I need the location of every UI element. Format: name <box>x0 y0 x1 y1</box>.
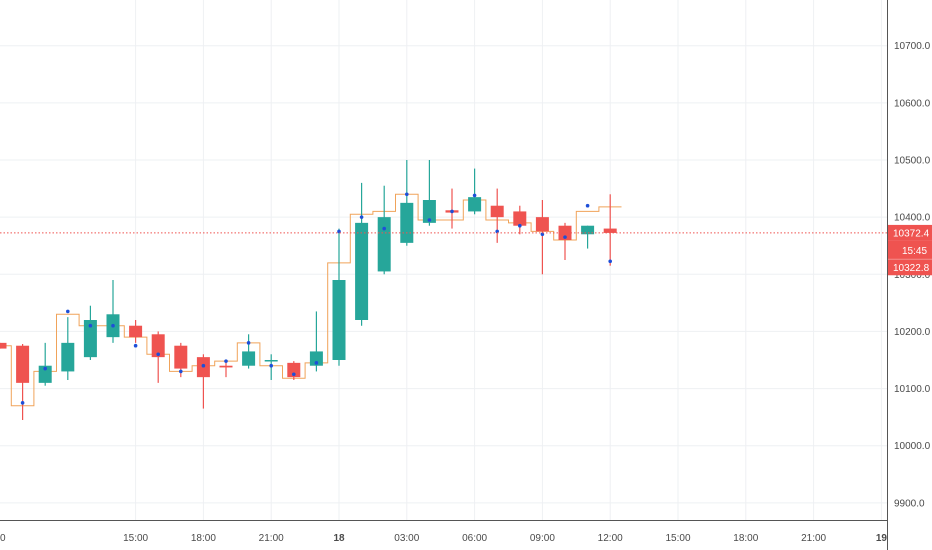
indicator-dot <box>269 363 274 368</box>
indicator-dot <box>563 235 567 239</box>
x-tick-label: 03:00 <box>394 533 419 544</box>
indicator-dot <box>179 369 183 374</box>
candle-up <box>468 197 482 212</box>
indicator-dot <box>246 341 251 345</box>
candle-up <box>332 280 346 360</box>
y-tick-label: 10300.0 <box>894 270 931 281</box>
indicator-dot <box>201 363 206 368</box>
indicator-dot <box>292 372 296 377</box>
last-price-label: 10372.4 <box>893 228 930 239</box>
candle-up <box>83 320 97 358</box>
candle-up <box>242 351 256 366</box>
candle-down <box>151 334 165 358</box>
overlay-step-line <box>0 193 622 407</box>
candle-down <box>174 345 188 369</box>
candle-up <box>309 351 323 366</box>
candle-down <box>129 325 143 338</box>
candle-up <box>264 360 278 362</box>
x-tick-label: 06:00 <box>462 533 487 544</box>
x-tick-label: 21:00 <box>259 533 284 544</box>
price-labels-layer: 10372.4 15:45 10322.8 <box>888 224 932 276</box>
indicator-dot <box>88 323 93 328</box>
indicator-dot <box>608 259 612 264</box>
indicator-dot <box>156 352 160 357</box>
y-tick-label: 10200.0 <box>894 327 931 338</box>
candle-down <box>287 362 301 378</box>
x-tick-label: 18:00 <box>191 533 216 544</box>
indicator-dot <box>405 192 409 197</box>
indicator-dot <box>450 209 454 214</box>
candle-up <box>377 217 391 272</box>
candle-down <box>558 225 572 240</box>
indicator-dot <box>133 343 138 348</box>
y-tick-label: 10100.0 <box>894 384 931 395</box>
x-tick-label: 19 <box>876 533 888 544</box>
indicator-dot <box>43 366 47 371</box>
indicator-dot <box>495 229 500 234</box>
overlay-value-label: 10322.8 <box>893 263 930 274</box>
x-tick-label: 09:00 <box>530 533 555 544</box>
candle-down <box>535 217 549 232</box>
candles-layer <box>0 160 617 420</box>
y-tick-label: 9900.0 <box>894 498 925 509</box>
x-tick-label: 12:00 <box>598 533 623 544</box>
y-tick-label: 10000.0 <box>894 441 931 452</box>
x-tick-label: 18:00 <box>733 533 758 544</box>
candle-down <box>603 228 617 233</box>
grid-layer <box>0 0 887 520</box>
candle-up <box>61 342 75 372</box>
overlay-line-layer <box>0 193 622 407</box>
candle-up <box>581 225 595 235</box>
x-tick-label: 15:00 <box>665 533 690 544</box>
candle-down <box>490 205 504 218</box>
x-tick-label: 00 <box>0 533 6 544</box>
indicator-dot <box>111 323 115 328</box>
indicator-dot <box>382 226 387 231</box>
y-tick-label: 10600.0 <box>894 98 931 109</box>
candle-down <box>0 342 7 349</box>
candle-down <box>513 211 527 226</box>
indicator-dot <box>585 203 590 208</box>
x-tick-label: 15:00 <box>123 533 148 544</box>
candle-down <box>16 345 30 383</box>
x-tick-label: 18 <box>333 533 345 544</box>
candle-down <box>219 365 233 368</box>
countdown-badge <box>888 240 932 259</box>
indicator-dot <box>472 193 477 198</box>
indicator-dot <box>427 218 432 222</box>
indicator-dot <box>224 359 228 363</box>
indicator-dot <box>314 361 319 365</box>
indicator-dot <box>518 223 522 228</box>
y-tick-label: 10400.0 <box>894 213 931 224</box>
indicator-dot <box>337 229 341 234</box>
y-tick-label: 10700.0 <box>894 41 931 52</box>
candle-up <box>400 202 414 243</box>
candle-up <box>355 222 369 320</box>
overlay-value-badge <box>888 259 932 276</box>
x-tick-label: 21:00 <box>801 533 826 544</box>
dots-layer <box>20 192 612 405</box>
countdown-label: 15:45 <box>902 246 927 257</box>
candle-up <box>422 200 436 223</box>
candle-up <box>38 365 52 383</box>
indicator-dot <box>66 309 70 314</box>
last-price-badge <box>888 224 932 241</box>
y-tick-label: 10500.0 <box>894 156 931 167</box>
indicator-dot <box>20 401 25 405</box>
indicator-dot <box>359 215 364 219</box>
